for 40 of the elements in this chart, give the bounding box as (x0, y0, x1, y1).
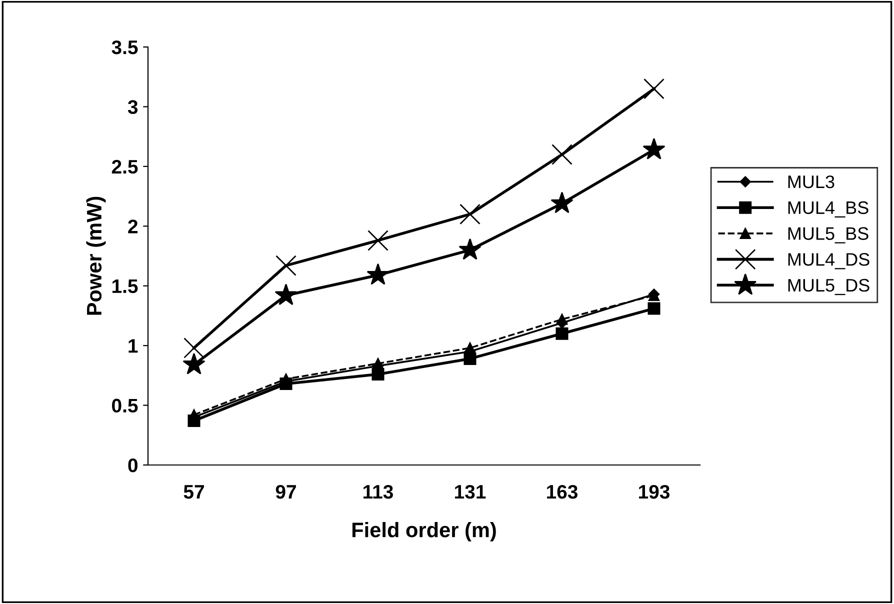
point (464, 342, 476, 354)
point (648, 302, 660, 315)
point (372, 358, 384, 370)
point (644, 78, 664, 100)
x-tick-label: 57 (184, 485, 204, 499)
y-tick-label: 0 (128, 458, 138, 472)
legend-label: MUL4_BS (788, 201, 868, 218)
legend-label: MUL5_DS (788, 278, 870, 296)
x-tick-label: 193 (639, 484, 670, 499)
y-axis-title: Power (mW) (86, 196, 106, 315)
point (556, 314, 568, 325)
point (368, 230, 388, 251)
legend-label: MUL4_DS (788, 253, 870, 270)
y-tick-label: 1.5 (112, 280, 138, 294)
y-tick-label: 3 (128, 100, 138, 114)
y-tick-label: 3.5 (112, 40, 138, 54)
legend-label: MUL5_BS (788, 227, 868, 244)
x-tick-label: 163 (547, 484, 578, 499)
point (458, 238, 482, 260)
point (182, 352, 206, 374)
point (274, 284, 298, 306)
y-tick-label: 0.5 (112, 398, 138, 413)
point (642, 138, 666, 160)
y-tick-label: 1 (128, 339, 138, 353)
point (372, 368, 384, 380)
point (460, 204, 480, 225)
y-tick-label: 2.5 (112, 160, 138, 174)
point (366, 263, 390, 285)
y-tick-label: 2 (128, 220, 138, 234)
point (552, 144, 572, 165)
point (464, 352, 476, 365)
x-tick-label: 131 (455, 484, 486, 499)
x-tick-label: 97 (276, 484, 296, 499)
legend-label: MUL3 (788, 175, 834, 188)
point (276, 255, 296, 276)
x-axis-title: Field order (m) (352, 522, 496, 542)
point (556, 327, 568, 340)
x-tick-label: 113 (364, 484, 393, 499)
point (550, 192, 574, 214)
point (184, 338, 204, 358)
